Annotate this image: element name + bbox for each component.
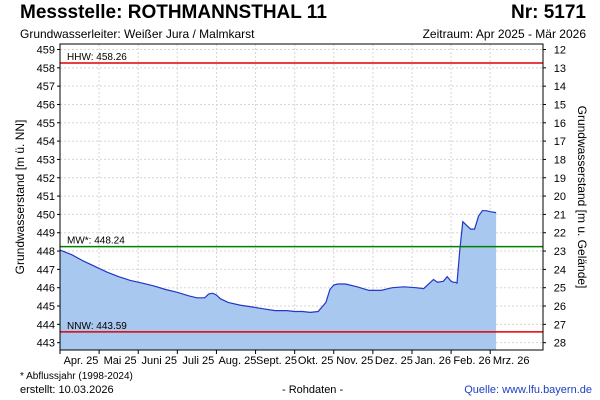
x-tick-label: Juli 25 <box>182 355 214 367</box>
x-tick-label: Dez. 25 <box>375 355 413 367</box>
x-tick-label: Mai 25 <box>104 355 137 367</box>
y-tick-label: 445 <box>37 301 55 313</box>
x-tick-label: Nov. 25 <box>336 355 373 367</box>
aquifer-label: Grundwasserleiter: Weißer Jura / Malmkar… <box>20 27 255 41</box>
y-tick-label: 453 <box>37 154 55 166</box>
axes: 443 28 444 27 445 26 446 25 447 24 448 23 449 22 450 21… <box>37 44 566 367</box>
x-tick-label: Jan. 26 <box>415 355 451 367</box>
created-date: erstellt: 10.03.2026 <box>20 384 114 396</box>
page-title: Messstelle: ROTHMANNSTHAL 11 <box>20 2 327 23</box>
period-label: Zeitraum: Apr 2025 - Mär 2026 <box>422 27 586 41</box>
x-tick-label: Feb. 26 <box>453 355 490 367</box>
source-link[interactable]: Quelle: www.lfu.bayern.de <box>464 384 592 396</box>
x-tick-label: Juni 25 <box>141 355 176 367</box>
y-tick-label: 443 <box>37 338 55 350</box>
y-tick-label: 455 <box>37 118 55 130</box>
y2-tick-label: 21 <box>554 209 566 221</box>
grid <box>59 44 543 350</box>
y2-tick-label: 23 <box>554 246 566 258</box>
ref-label-nnw: NNW: 443.59 <box>67 321 127 332</box>
ref-label-mw: MW*: 448.24 <box>67 236 125 247</box>
water-level-area <box>60 210 497 350</box>
y-tick-label: 458 <box>37 63 55 75</box>
y2-tick-label: 27 <box>554 319 566 331</box>
y2-tick-label: 17 <box>554 136 566 148</box>
station-number: Nr: 5171 <box>511 2 586 23</box>
x-tick-label: Sept. 25 <box>256 355 297 367</box>
y2-tick-label: 16 <box>554 118 566 130</box>
reference-lines: HHW: 458.26 MW*: 448.24 NNW: 443.59 <box>60 52 543 333</box>
y-tick-label: 454 <box>37 136 55 148</box>
y-tick-label: 447 <box>37 264 55 276</box>
y2-tick-label: 12 <box>554 44 566 56</box>
y-tick-label: 449 <box>37 228 55 240</box>
y2-tick-label: 22 <box>554 228 566 240</box>
x-tick-label: Aug. 25 <box>218 355 256 367</box>
y-tick-label: 452 <box>37 173 55 185</box>
plot-frame <box>59 43 544 351</box>
y2-tick-label: 26 <box>554 301 566 313</box>
y-axis-label: Grundwasserstand [m ü. NN] <box>13 120 27 275</box>
y2-tick-label: 19 <box>554 173 566 185</box>
y2-tick-label: 15 <box>554 99 566 111</box>
y2-tick-label: 13 <box>554 63 566 75</box>
y-tick-label: 448 <box>37 246 55 258</box>
y-tick-label: 451 <box>37 191 55 203</box>
y-tick-label: 444 <box>37 319 55 331</box>
footnote: * Abflussjahr (1998-2024) <box>20 371 133 382</box>
x-tick-label: Mrz. 26 <box>493 355 530 367</box>
ref-label-hhw: HHW: 458.26 <box>67 52 127 63</box>
y2-tick-label: 28 <box>554 338 566 350</box>
y2-tick-label: 14 <box>554 81 566 93</box>
y2-tick-label: 25 <box>554 283 566 295</box>
y-tick-label: 450 <box>37 209 55 221</box>
x-tick-label: Okt. 25 <box>298 355 333 367</box>
x-tick-label: Apr. 25 <box>64 355 99 367</box>
y-tick-label: 456 <box>37 99 55 111</box>
y-tick-label: 457 <box>37 81 55 93</box>
y-tick-label: 459 <box>37 44 55 56</box>
y2-axis-label: Grundwasserstand [m u. Gelände] <box>575 106 589 289</box>
y2-tick-label: 18 <box>554 154 566 166</box>
water-level-line <box>59 210 497 314</box>
rawdata-note: - Rohdaten - <box>282 384 344 396</box>
y-tick-label: 446 <box>37 283 55 295</box>
y2-tick-label: 20 <box>554 191 566 203</box>
y2-tick-label: 24 <box>554 264 566 276</box>
